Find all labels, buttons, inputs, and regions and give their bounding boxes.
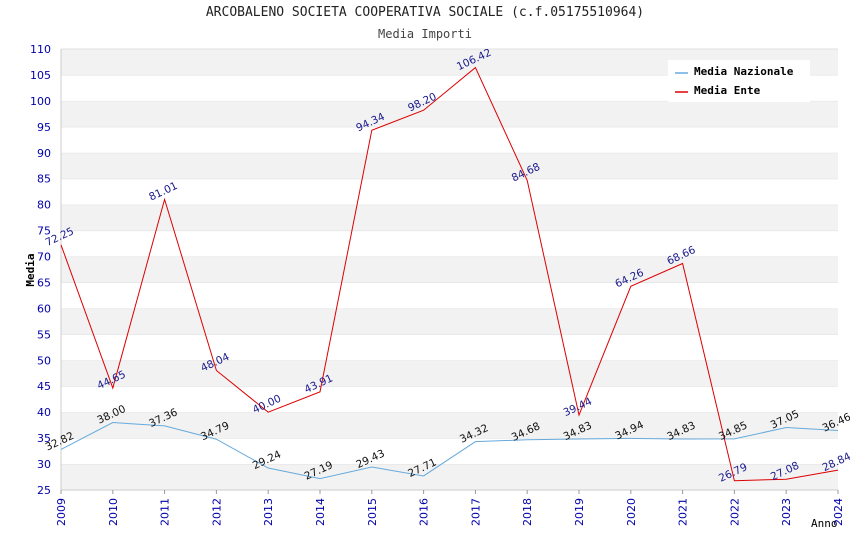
- y-tick-label: 90: [37, 147, 51, 160]
- series-line-media-nazionale: [60, 422, 839, 480]
- y-tick-label: 85: [37, 173, 51, 186]
- x-tick-label: 2010: [107, 498, 120, 526]
- grid-band: [61, 230, 838, 257]
- legend: Media Nazionale Media Ente: [668, 60, 810, 102]
- x-tick-label: 2018: [521, 498, 534, 526]
- grid-band: [61, 438, 838, 465]
- y-tick-label: 45: [37, 380, 51, 393]
- y-tick-label: 55: [37, 328, 51, 341]
- grid-band: [61, 464, 838, 490]
- y-axis-label: Media: [24, 253, 37, 286]
- y-tick-label: 95: [37, 121, 51, 134]
- y-tick-label: 110: [30, 43, 51, 56]
- x-tick-label: 2009: [55, 498, 68, 526]
- y-tick-label: 105: [30, 69, 51, 82]
- x-tick-label: 2013: [262, 498, 275, 526]
- grid-band: [61, 412, 838, 439]
- x-tick-label: 2021: [677, 498, 690, 526]
- grid-band: [61, 256, 838, 283]
- grid-band: [61, 178, 838, 205]
- grid-band: [61, 308, 838, 335]
- y-tick-label: 35: [37, 432, 51, 445]
- y-tick-label: 30: [37, 458, 51, 471]
- legend-entry-media-ente: Media Ente: [694, 84, 761, 97]
- legend-box: [668, 60, 810, 102]
- y-tick-label: 75: [37, 225, 51, 238]
- x-tick-label: 2019: [573, 498, 586, 526]
- x-tick-label: 2020: [625, 498, 638, 526]
- x-ticks: 2009 2010 2011 2012 2013 2014 2015 2016 2017 2018…: [55, 490, 845, 526]
- grid-band: [61, 126, 838, 153]
- x-tick-label: 2015: [366, 498, 379, 526]
- x-tick-label: 2024: [832, 498, 845, 526]
- x-tick-label: 2017: [469, 498, 482, 526]
- axes: [60, 49, 838, 491]
- y-tick-label: 100: [30, 95, 51, 108]
- x-tick-label: 2016: [418, 498, 431, 526]
- grid-band: [61, 100, 838, 127]
- y-tick-label: 80: [37, 199, 51, 212]
- y-tick-label: 65: [37, 276, 51, 289]
- chart-title: ARCOBALENO SOCIETA COOPERATIVA SOCIALE (…: [205, 5, 645, 20]
- grid-band: [61, 360, 838, 387]
- x-tick-label: 2022: [728, 498, 741, 526]
- grid-band: [61, 204, 838, 231]
- y-tick-label: 70: [37, 251, 51, 264]
- y-tick-label: 50: [37, 354, 51, 367]
- grid-bands: [61, 48, 838, 490]
- x-tick-label: 2014: [314, 498, 327, 526]
- legend-entry-media-nazionale: Media Nazionale: [694, 65, 794, 78]
- x-tick-label: 2012: [210, 498, 223, 526]
- chart-subtitle: Media Importi: [378, 27, 472, 41]
- series-lines: [60, 66, 839, 482]
- y-tick-label: 40: [37, 406, 51, 419]
- y-tick-label: 60: [37, 302, 51, 315]
- series-line-media-ente: [60, 66, 839, 482]
- x-tick-label: 2023: [780, 498, 793, 526]
- y-tick-label: 25: [37, 484, 51, 497]
- grid-band: [61, 386, 838, 413]
- x-axis-label: Anno: [811, 517, 838, 530]
- y-ticks: 25 30 35 40 45 50 55 60 65 70 75 80 85 90 95 100 105 110: [30, 43, 51, 497]
- grid-band: [61, 334, 838, 361]
- grid-band: [61, 282, 838, 309]
- grid-band: [61, 152, 838, 179]
- x-tick-label: 2011: [159, 498, 172, 526]
